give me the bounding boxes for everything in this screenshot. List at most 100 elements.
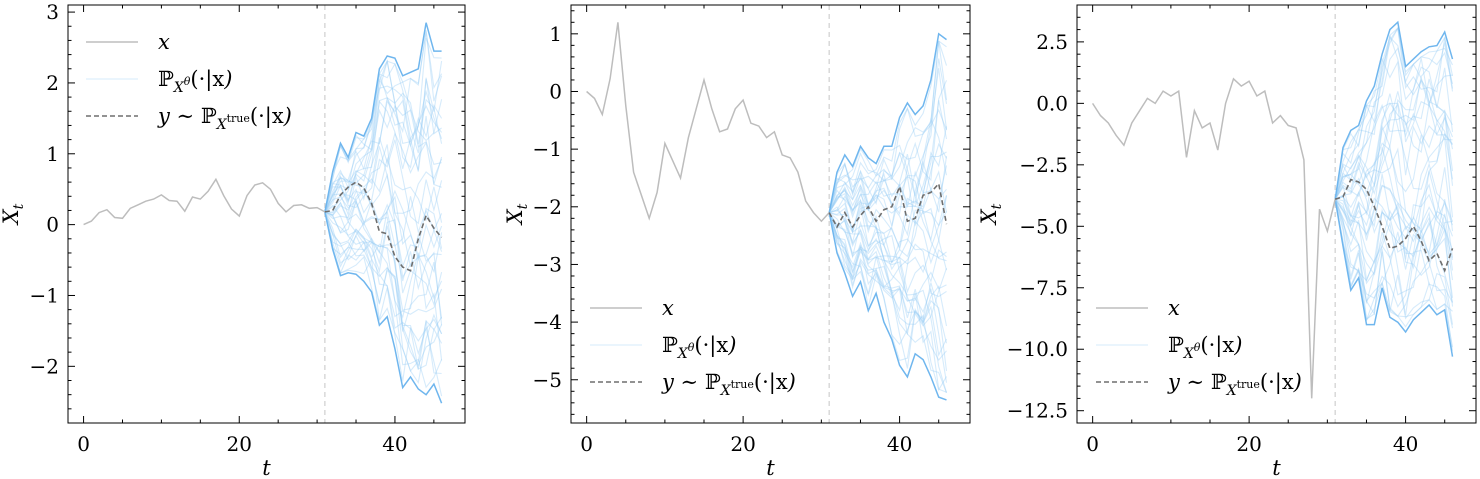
legend-entry-model-label: ℙXθ(·|x) bbox=[662, 333, 736, 362]
y-tick-label: 0.0 bbox=[1036, 91, 1068, 115]
forecast-sample-line bbox=[828, 58, 948, 213]
forecast-sample-line bbox=[324, 211, 442, 375]
forecast-sample-line bbox=[828, 142, 947, 213]
forecast-sample-line bbox=[324, 99, 442, 217]
forecast-sample-line bbox=[324, 37, 442, 213]
forecast-sample-line bbox=[1334, 67, 1454, 200]
plot-area bbox=[1091, 5, 1454, 423]
forecast-sample-line bbox=[828, 212, 948, 393]
forecast-sample-line bbox=[1334, 183, 1454, 232]
forecast-sample-line bbox=[828, 212, 948, 344]
forecast-sample-line bbox=[828, 100, 948, 214]
forecast-sample-line bbox=[828, 212, 948, 383]
forecast-sample-line bbox=[324, 77, 443, 213]
y-tick-label: −2.5 bbox=[1019, 153, 1068, 177]
forecast-upper-line bbox=[1334, 20, 1454, 200]
forecast-sample-line bbox=[324, 31, 443, 213]
forecast-sample-line bbox=[1334, 198, 1454, 304]
legend: x ℙXθ(·|x) y ∼ ℙXtrue(·|x) bbox=[590, 296, 796, 399]
forecast-sample-line bbox=[324, 30, 443, 213]
forecast-sample-line bbox=[1334, 27, 1454, 200]
forecast-sample-line bbox=[1334, 93, 1454, 222]
forecast-sample-line bbox=[1334, 35, 1453, 200]
forecast-lower-line bbox=[324, 211, 443, 404]
true-continuation-line bbox=[828, 181, 948, 229]
y-tick-label: −4 bbox=[533, 310, 562, 334]
x-tick-label: 20 bbox=[227, 432, 252, 456]
y-tick-label: 3 bbox=[46, 0, 59, 24]
x-axis-label: t bbox=[262, 456, 271, 479]
forecast-sample-line bbox=[324, 189, 443, 262]
y-tick-label: −2 bbox=[30, 354, 59, 378]
forecast-sample-line bbox=[324, 144, 442, 267]
legend: x ℙXθ(·|x) y ∼ ℙXtrue(·|x) bbox=[86, 30, 292, 133]
x-tick-label: 0 bbox=[77, 432, 90, 456]
forecast-sample-line bbox=[324, 211, 443, 332]
forecast-sample-line bbox=[324, 211, 443, 370]
y-tick-label: −1 bbox=[30, 283, 59, 307]
forecast-sample-line bbox=[828, 212, 947, 294]
forecast-sample-line bbox=[1334, 74, 1453, 200]
legend-entry-context-label: x bbox=[158, 30, 170, 54]
forecast-sample-line bbox=[324, 211, 443, 367]
forecast-sample-line bbox=[1335, 114, 1454, 230]
forecast-sample-line bbox=[1334, 199, 1454, 325]
y-tick-label: 1 bbox=[549, 22, 562, 46]
legend-entry-true-label: y ∼ ℙXtrue(·|x) bbox=[661, 370, 796, 399]
axes-frame bbox=[1076, 4, 1477, 424]
forecast-sample-line bbox=[324, 146, 443, 279]
forecast-sample-line bbox=[324, 158, 443, 214]
forecast-sample-line bbox=[1335, 195, 1453, 265]
forecast-sample-line bbox=[828, 68, 948, 227]
forecast-sample-line bbox=[1334, 46, 1454, 200]
y-tick-label: 2 bbox=[46, 71, 59, 95]
forecast-sample-line bbox=[1334, 198, 1454, 329]
y-tick-label: −7.5 bbox=[1019, 276, 1068, 300]
forecast-sample-line bbox=[1334, 102, 1453, 219]
forecast-sample-line bbox=[828, 156, 948, 215]
forecast-sample-line bbox=[324, 211, 443, 318]
y-tick-label: −12.5 bbox=[1007, 399, 1068, 423]
forecast-sample-line bbox=[324, 59, 443, 213]
true-continuation-line bbox=[324, 181, 443, 272]
y-tick-label: −1 bbox=[533, 137, 562, 161]
y-tick-label: −10.0 bbox=[1007, 337, 1068, 361]
legend-entry-model-label: ℙXθ(·|x) bbox=[158, 67, 232, 96]
y-tick-label: −5.0 bbox=[1019, 214, 1068, 238]
forecast-sample-line bbox=[1334, 199, 1454, 307]
y-tick-label: 0 bbox=[46, 213, 59, 237]
forecast-sample-line bbox=[1334, 58, 1453, 200]
axes-frame bbox=[570, 4, 971, 424]
forecast-sample-line bbox=[828, 175, 948, 271]
chart-panel-1: 0 20 40 −2 −1 0 1 2 3 t Xt x ℙXθ(·|x) y ∼ ℙXtrue(·|x) bbox=[0, 0, 466, 479]
forecast-sample-line bbox=[829, 195, 948, 312]
forecast-sample-line bbox=[324, 211, 443, 385]
forecast-sample-line bbox=[324, 156, 443, 223]
forecast-sample-line bbox=[828, 212, 947, 301]
forecast-sample-line bbox=[324, 211, 443, 361]
forecast-lower-line bbox=[1334, 199, 1454, 357]
legend-entry-true-label: y ∼ ℙXtrue(·|x) bbox=[1167, 370, 1302, 399]
forecast-upper-line bbox=[828, 32, 947, 213]
x-tick-label: 0 bbox=[1086, 432, 1099, 456]
forecast-upper-line bbox=[324, 22, 442, 213]
forecast-sample-line bbox=[324, 211, 443, 389]
forecast-sample-line bbox=[1334, 199, 1454, 318]
context-series-line bbox=[83, 177, 326, 226]
forecast-sample-line bbox=[828, 41, 948, 213]
forecast-sample-line bbox=[829, 194, 948, 274]
forecast-sample-line bbox=[829, 172, 947, 227]
forecast-sample-line bbox=[828, 40, 947, 213]
forecast-sample-line bbox=[828, 80, 948, 215]
plot-area bbox=[586, 5, 948, 423]
forecast-sample-line bbox=[828, 108, 948, 213]
y-tick-label: −3 bbox=[533, 252, 562, 276]
y-tick-label: −2 bbox=[533, 195, 562, 219]
forecast-sample-line bbox=[1334, 36, 1454, 200]
y-tick-label: −5 bbox=[533, 368, 562, 392]
forecast-sample-line bbox=[324, 211, 443, 397]
forecast-sample-line bbox=[1334, 103, 1454, 200]
y-axis-label: Xt bbox=[503, 203, 531, 226]
legend-entry-context-label: x bbox=[1168, 296, 1180, 320]
